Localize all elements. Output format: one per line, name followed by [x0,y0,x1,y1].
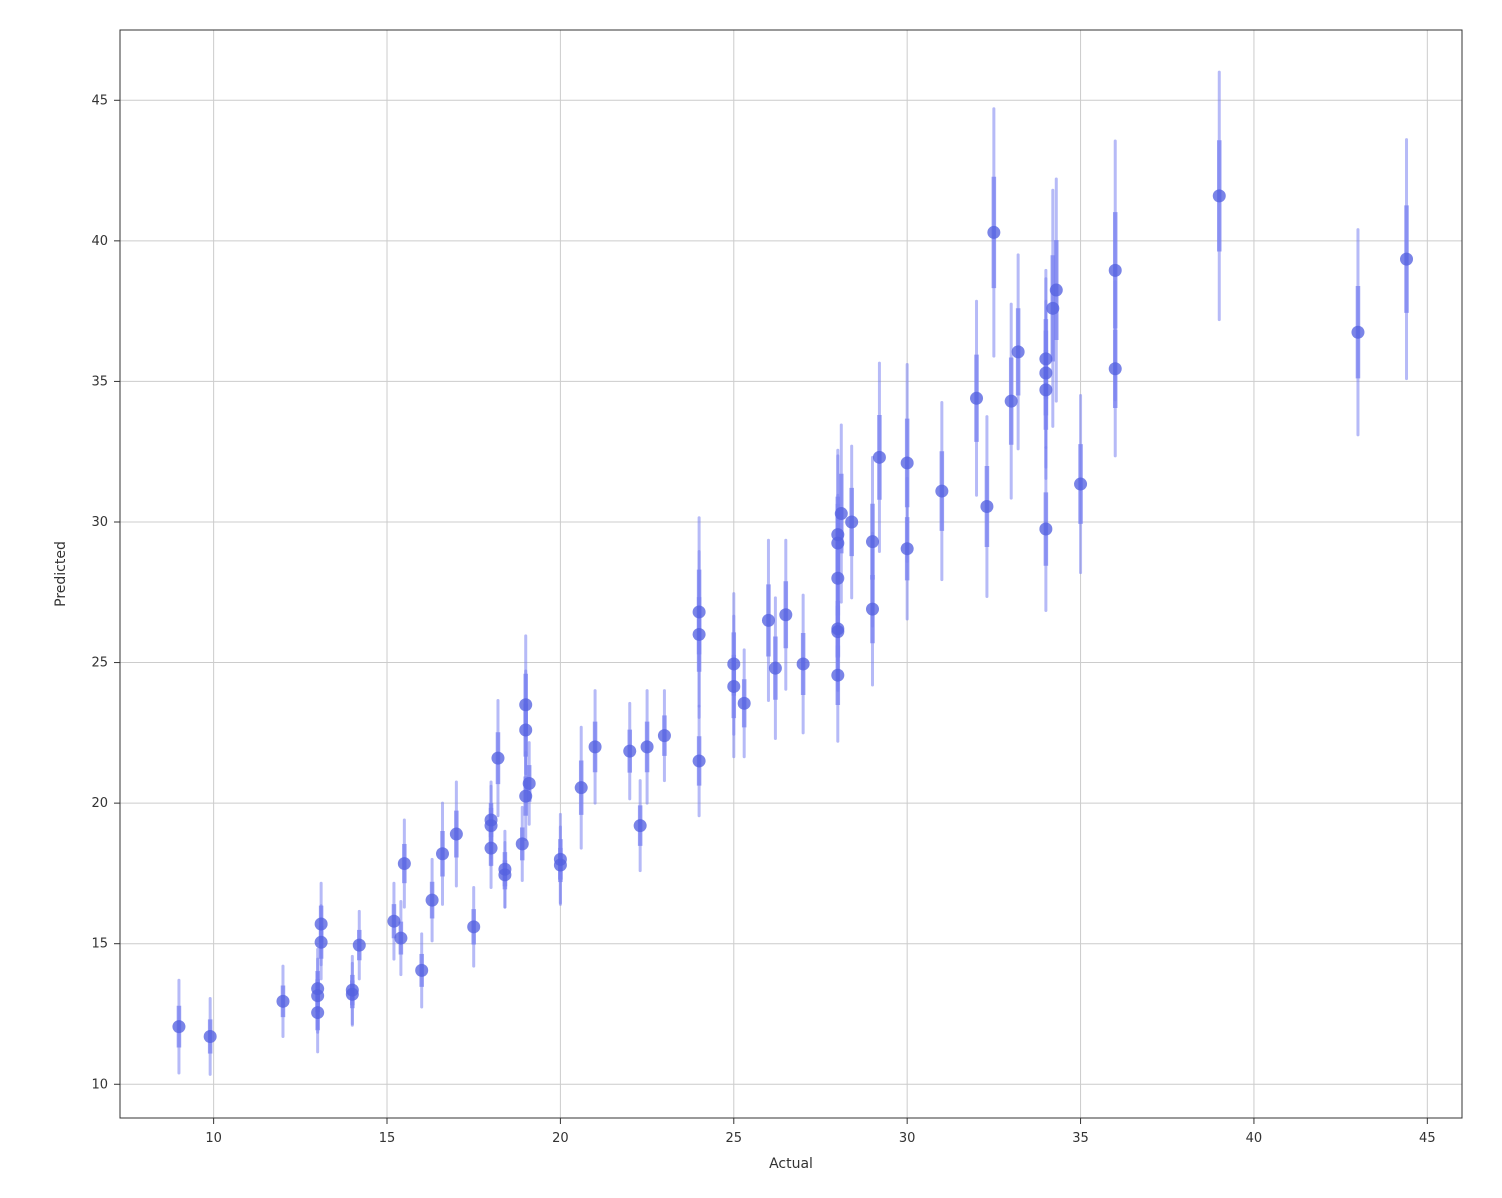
data-point [831,625,844,638]
data-point [523,777,536,790]
ytick-label: 15 [91,937,108,952]
data-point [415,964,428,977]
plot-bg [0,0,1502,1198]
data-point [1400,253,1413,266]
xtick-label: 30 [899,1131,916,1146]
data-point [589,740,602,753]
ytick-label: 40 [91,234,108,249]
data-point [1050,284,1063,297]
data-point [398,857,411,870]
data-point [901,456,914,469]
data-point [658,729,671,742]
xtick-label: 40 [1246,1131,1263,1146]
ytick-label: 10 [91,1077,108,1092]
data-point [387,915,400,928]
data-point [1109,264,1122,277]
xtick-label: 15 [379,1131,396,1146]
data-point [450,828,463,841]
ytick-label: 45 [91,93,108,108]
data-point [831,528,844,541]
data-point [516,837,529,850]
data-point [623,745,636,758]
data-point [970,392,983,405]
data-point [831,669,844,682]
data-point [491,752,504,765]
data-point [901,542,914,555]
data-point [634,819,647,832]
data-point [498,863,511,876]
data-point [693,605,706,618]
data-point [485,813,498,826]
data-point [172,1020,185,1033]
ytick-label: 30 [91,515,108,530]
data-point [1074,478,1087,491]
ytick-label: 25 [91,656,108,671]
data-point [311,989,324,1002]
data-point [436,847,449,860]
data-point [554,853,567,866]
data-point [575,781,588,794]
ytick-label: 35 [91,374,108,389]
xtick-label: 10 [205,1131,222,1146]
data-point [762,614,775,627]
data-point [727,680,740,693]
data-point [831,572,844,585]
data-point [738,697,751,710]
data-point [1351,326,1364,339]
scatter-errorbar-chart: 10 15 20 25 30 35 40 45 10 15 20 25 30 35 40 45 Actual Pr… [0,0,1502,1198]
xtick-label: 45 [1419,1131,1436,1146]
data-point [311,1006,324,1019]
data-point [1046,302,1059,315]
xtick-label: 25 [726,1131,743,1146]
data-point [353,939,366,952]
data-point [519,698,532,711]
data-point [980,500,993,513]
data-point [519,790,532,803]
data-point [394,932,407,945]
data-point [727,657,740,670]
data-point [693,628,706,641]
data-point [204,1030,217,1043]
data-point [769,662,782,675]
data-point [835,507,848,520]
data-point [797,657,810,670]
data-point [1039,352,1052,365]
data-point [845,515,858,528]
data-point [866,603,879,616]
data-point [693,754,706,767]
data-point [873,451,886,464]
data-point [467,920,480,933]
xtick-label: 20 [552,1131,569,1146]
xtick-label: 35 [1072,1131,1089,1146]
data-point [315,936,328,949]
data-point [866,535,879,548]
data-point [1039,366,1052,379]
data-point [779,608,792,621]
data-point [1005,395,1018,408]
data-point [315,918,328,931]
data-point [519,724,532,737]
data-point [276,995,289,1008]
data-point [1039,523,1052,536]
data-point [935,485,948,498]
data-point [426,894,439,907]
data-point [987,226,1000,239]
chart-container: 10 15 20 25 30 35 40 45 10 15 20 25 30 35 40 45 Actual Pr… [0,0,1502,1198]
y-axis-label: Predicted [53,541,69,607]
ytick-label: 20 [91,796,108,811]
data-point [485,842,498,855]
x-axis-label: Actual [769,1156,813,1172]
data-point [641,740,654,753]
data-point [1039,383,1052,396]
data-point [1012,345,1025,358]
data-point [1109,362,1122,375]
data-point [346,984,359,997]
data-point [1213,189,1226,202]
